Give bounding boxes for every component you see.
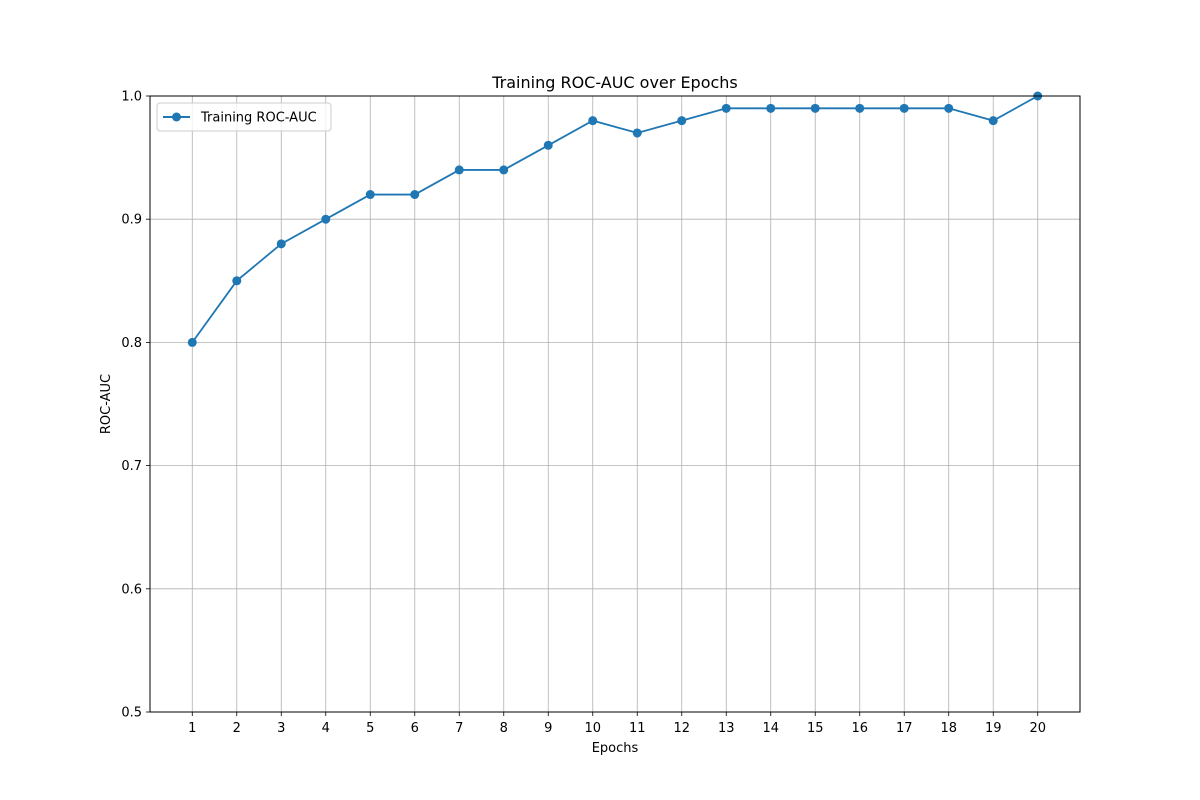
x-tick-label: 4 — [322, 721, 330, 736]
data-point — [588, 116, 598, 126]
x-tick-label: 20 — [1029, 721, 1046, 736]
plot-area-frame — [149, 95, 1081, 713]
data-point — [410, 190, 420, 200]
y-tick-label: 0.6 — [121, 582, 142, 597]
y-tick-label: 0.9 — [121, 213, 142, 228]
data-point — [677, 116, 687, 126]
x-tick-label: 10 — [584, 721, 601, 736]
data-point — [632, 128, 642, 138]
data-point — [454, 165, 464, 175]
y-tick-label: 0.8 — [121, 336, 142, 351]
x-tick-label: 7 — [455, 721, 463, 736]
data-point — [187, 337, 197, 347]
data-point — [499, 165, 509, 175]
x-tick-label: 5 — [366, 721, 374, 736]
data-point — [321, 214, 331, 224]
x-tick-label: 16 — [851, 721, 868, 736]
x-tick-label: 17 — [896, 721, 913, 736]
legend-marker — [172, 112, 181, 122]
x-tick-label: 1 — [188, 721, 196, 736]
y-tick-label: 0.5 — [121, 706, 142, 721]
data-point — [810, 103, 820, 113]
legend-box — [156, 102, 332, 132]
x-tick-label: 14 — [762, 721, 779, 736]
data-point — [855, 103, 865, 113]
data-point — [988, 116, 998, 126]
data-point — [721, 103, 731, 113]
data-point — [365, 190, 375, 200]
data-point — [944, 103, 954, 113]
x-axis-label: Epochs — [592, 741, 639, 756]
legend: Training ROC-AUC — [156, 102, 332, 132]
x-tick-label: 8 — [500, 721, 508, 736]
x-tick-label: 18 — [940, 721, 957, 736]
x-tick-label: 12 — [673, 721, 690, 736]
x-tick-label: 11 — [629, 721, 646, 736]
chart-title: Training ROC-AUC over Epochs — [491, 73, 738, 92]
x-tick-label: 15 — [807, 721, 824, 736]
x-tick-label: 13 — [718, 721, 735, 736]
series-layer — [187, 91, 1043, 347]
y-tick-label: 1.0 — [121, 90, 142, 105]
data-point — [543, 140, 553, 150]
x-tick-label: 3 — [277, 721, 285, 736]
data-point — [899, 103, 909, 113]
x-tick-label: 9 — [544, 721, 552, 736]
axis-ticks: 1 2 3 4 5 6 7 8 9 10 11 12 13 14 15 16 17 18 19 200.50.60.7… — [121, 90, 1046, 737]
x-tick-label: 19 — [985, 721, 1002, 736]
data-point — [766, 103, 776, 113]
series-line-training-roc-auc — [191, 95, 1039, 343]
x-tick-label: 2 — [233, 721, 241, 736]
y-tick-label: 0.7 — [121, 459, 142, 474]
x-tick-label: 6 — [411, 721, 419, 736]
data-point — [232, 276, 242, 286]
y-axis-label: ROC-AUC — [99, 374, 114, 434]
data-point — [276, 239, 286, 249]
legend-entry-training-roc-auc: Training ROC-AUC — [200, 111, 317, 126]
